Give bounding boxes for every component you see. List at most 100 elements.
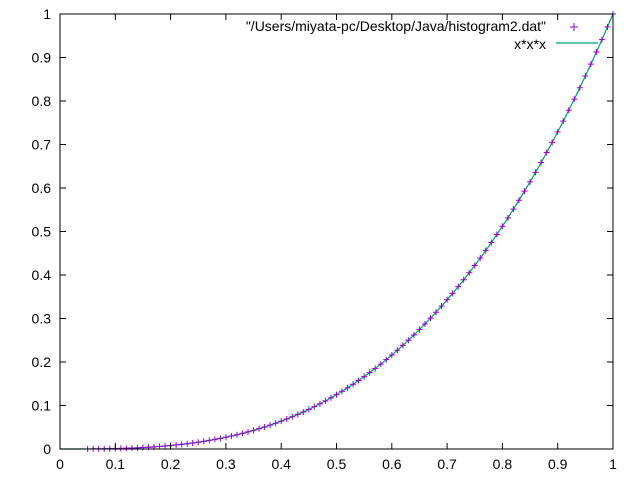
data-point	[598, 36, 605, 43]
data-point	[134, 444, 141, 451]
data-point	[449, 290, 456, 297]
data-point	[206, 437, 213, 444]
data-point	[355, 377, 362, 384]
data-point	[239, 430, 246, 437]
x-tick-label: 1	[609, 456, 617, 472]
y-tick-label: 0.9	[32, 50, 52, 66]
data-point	[178, 441, 185, 448]
data-point	[565, 107, 572, 114]
data-point	[521, 188, 528, 195]
x-tick-label: 0.2	[161, 456, 181, 472]
data-point	[405, 337, 412, 344]
data-point	[460, 276, 467, 283]
data-point	[416, 326, 423, 333]
data-point	[510, 206, 517, 213]
data-point	[350, 381, 357, 388]
data-point	[333, 391, 340, 398]
series-points-data-file	[84, 11, 616, 452]
data-point	[200, 438, 207, 445]
data-point	[123, 445, 130, 452]
data-point	[504, 214, 511, 221]
data-point	[316, 400, 323, 407]
x-tick-label: 0.4	[271, 456, 291, 472]
data-point	[256, 425, 263, 432]
plot-frame	[59, 13, 614, 450]
data-point	[322, 397, 329, 404]
data-point	[289, 413, 296, 420]
data-point	[593, 48, 600, 55]
data-point	[156, 443, 163, 450]
y-tick-label: 0.2	[32, 354, 52, 370]
data-point	[482, 247, 489, 254]
data-point	[388, 352, 395, 359]
y-tick-label: 0.8	[32, 93, 52, 109]
data-point	[399, 342, 406, 349]
data-point	[604, 23, 611, 30]
data-point	[162, 442, 169, 449]
x-axis: 0 0.1 0.2 0.3 0.4 0.5 0.6 0.7 0.8 0.9 1	[56, 14, 617, 472]
data-point	[217, 435, 224, 442]
data-point	[233, 431, 240, 438]
data-point	[466, 269, 473, 276]
data-point	[211, 436, 218, 443]
y-tick-label: 0.3	[32, 311, 52, 327]
legend-plus-glyph	[570, 23, 578, 31]
data-point	[278, 418, 285, 425]
legend-marker-plus	[570, 23, 578, 31]
data-point	[471, 262, 478, 269]
y-tick-label: 0.5	[32, 224, 52, 240]
data-point	[361, 373, 368, 380]
data-point	[228, 433, 235, 440]
data-point	[139, 444, 146, 451]
data-point	[438, 303, 445, 310]
data-point	[455, 283, 462, 290]
data-point	[377, 361, 384, 368]
legend-label-x-cubed: x*x*x	[514, 36, 546, 52]
data-point	[493, 231, 500, 238]
plot-area	[60, 11, 616, 452]
data-point	[250, 427, 257, 434]
data-point	[582, 73, 589, 80]
y-tick-label: 0	[43, 441, 51, 457]
data-point	[128, 445, 135, 452]
y-tick-label: 1	[43, 6, 51, 22]
x-tick-label: 0	[56, 456, 64, 472]
legend-label-data-file: "/Users/miyata-pc/Desktop/Java/histogram…	[246, 18, 546, 34]
data-point	[327, 394, 334, 401]
y-axis: 0 0.1 0.2 0.3 0.4 0.5 0.6 0.7 0.8 0.9 1	[32, 6, 613, 457]
data-point	[433, 309, 440, 316]
data-point	[300, 408, 307, 415]
legend: "/Users/miyata-pc/Desktop/Java/histogram…	[246, 18, 598, 52]
data-point	[245, 428, 252, 435]
data-point	[587, 61, 594, 68]
x-tick-label: 0.7	[437, 456, 457, 472]
data-point	[571, 96, 578, 103]
data-point	[372, 365, 379, 372]
data-point	[173, 441, 180, 448]
data-point	[543, 149, 550, 156]
data-point	[184, 440, 191, 447]
data-point	[394, 347, 401, 354]
data-point	[339, 388, 346, 395]
data-point	[427, 315, 434, 322]
data-point	[222, 434, 229, 441]
x-tick-label: 0.6	[382, 456, 402, 472]
data-point	[444, 296, 451, 303]
y-tick-label: 0.4	[32, 267, 52, 283]
data-point	[499, 223, 506, 230]
data-point	[538, 159, 545, 166]
data-point	[267, 422, 274, 429]
x-tick-label: 0.3	[216, 456, 236, 472]
data-point	[576, 84, 583, 91]
data-point	[261, 423, 268, 430]
data-point	[421, 320, 428, 327]
x-tick-label: 0.9	[548, 456, 568, 472]
data-point	[477, 255, 484, 262]
data-point	[383, 356, 390, 363]
data-point	[294, 411, 301, 418]
data-point	[560, 118, 567, 125]
data-point	[366, 369, 373, 376]
data-point	[532, 169, 539, 176]
series-line-x-cubed	[60, 13, 614, 450]
data-point	[554, 128, 561, 135]
